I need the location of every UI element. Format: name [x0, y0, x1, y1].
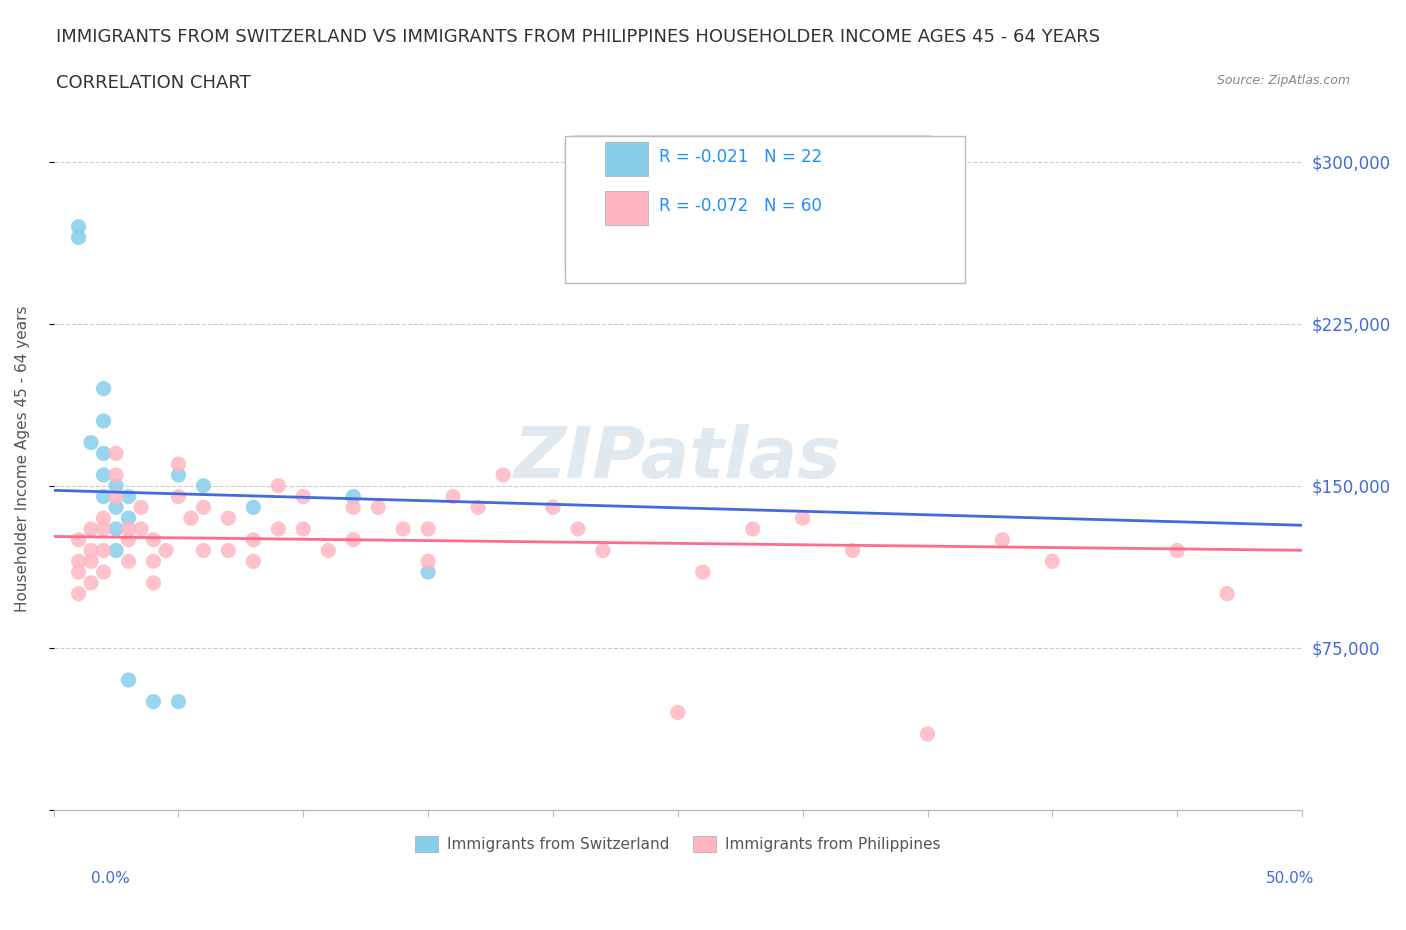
Point [93, 468, 115, 483]
Point [1040, 554, 1063, 569]
Point [217, 511, 239, 525]
Point [142, 576, 165, 591]
Text: ZIPatlas: ZIPatlas [515, 424, 842, 493]
Point [142, 532, 165, 547]
Point [418, 565, 440, 579]
FancyBboxPatch shape [565, 136, 941, 276]
Point [167, 457, 190, 472]
Point [117, 532, 139, 547]
Point [67, 554, 90, 569]
Point [129, 522, 152, 537]
Point [93, 522, 115, 537]
Point [467, 500, 489, 515]
Point [117, 672, 139, 687]
Point [167, 468, 190, 483]
Point [105, 522, 128, 537]
Point [93, 446, 115, 461]
Point [67, 586, 90, 601]
Point [117, 554, 139, 569]
Point [93, 543, 115, 558]
Point [367, 500, 389, 515]
FancyBboxPatch shape [606, 191, 648, 225]
Point [105, 478, 128, 493]
Text: 0.0%: 0.0% [91, 871, 131, 886]
Point [492, 468, 515, 483]
Point [841, 543, 863, 558]
Point [193, 543, 215, 558]
Point [592, 543, 614, 558]
Point [80, 576, 103, 591]
Point [117, 522, 139, 537]
Point [105, 468, 128, 483]
Y-axis label: Householder Income Ages 45 - 64 years: Householder Income Ages 45 - 64 years [15, 306, 30, 612]
FancyBboxPatch shape [606, 141, 648, 176]
Point [117, 489, 139, 504]
Point [80, 522, 103, 537]
Point [105, 543, 128, 558]
Point [193, 478, 215, 493]
Point [567, 522, 589, 537]
Point [67, 230, 90, 245]
Point [93, 381, 115, 396]
Point [80, 435, 103, 450]
Point [217, 543, 239, 558]
Point [242, 532, 264, 547]
Point [80, 554, 103, 569]
Point [180, 511, 202, 525]
Point [1166, 543, 1188, 558]
Text: CORRELATION CHART: CORRELATION CHART [56, 74, 252, 92]
Point [167, 489, 190, 504]
Point [93, 511, 115, 525]
Text: Source: ZipAtlas.com: Source: ZipAtlas.com [1216, 74, 1350, 87]
Point [93, 414, 115, 429]
Text: R = -0.072   N = 60: R = -0.072 N = 60 [659, 197, 823, 215]
Point [991, 532, 1014, 547]
Text: IMMIGRANTS FROM SWITZERLAND VS IMMIGRANTS FROM PHILIPPINES HOUSEHOLDER INCOME AG: IMMIGRANTS FROM SWITZERLAND VS IMMIGRANT… [56, 28, 1101, 46]
Point [418, 554, 440, 569]
Point [741, 522, 763, 537]
Point [242, 554, 264, 569]
Point [418, 522, 440, 537]
Point [93, 565, 115, 579]
Point [80, 543, 103, 558]
Point [917, 726, 939, 741]
Point [129, 500, 152, 515]
Point [142, 554, 165, 569]
Text: R = -0.021   N = 22: R = -0.021 N = 22 [659, 148, 823, 166]
Point [67, 565, 90, 579]
Point [392, 522, 415, 537]
Point [167, 694, 190, 709]
Point [105, 446, 128, 461]
Point [267, 478, 290, 493]
Point [155, 543, 177, 558]
Point [105, 500, 128, 515]
Legend: Immigrants from Switzerland, Immigrants from Philippines: Immigrants from Switzerland, Immigrants … [409, 830, 946, 858]
Point [292, 522, 315, 537]
Text: 50.0%: 50.0% [1267, 871, 1315, 886]
Point [117, 511, 139, 525]
Point [692, 565, 714, 579]
Point [193, 500, 215, 515]
Point [142, 694, 165, 709]
Point [316, 543, 339, 558]
FancyBboxPatch shape [565, 136, 965, 284]
Point [292, 489, 315, 504]
Point [666, 705, 689, 720]
Point [541, 500, 564, 515]
Point [342, 500, 364, 515]
Point [1216, 586, 1239, 601]
Point [67, 219, 90, 234]
Point [342, 489, 364, 504]
Point [67, 532, 90, 547]
Point [242, 500, 264, 515]
Point [792, 511, 814, 525]
Point [342, 532, 364, 547]
Point [93, 489, 115, 504]
Point [441, 489, 464, 504]
Point [105, 489, 128, 504]
Point [267, 522, 290, 537]
